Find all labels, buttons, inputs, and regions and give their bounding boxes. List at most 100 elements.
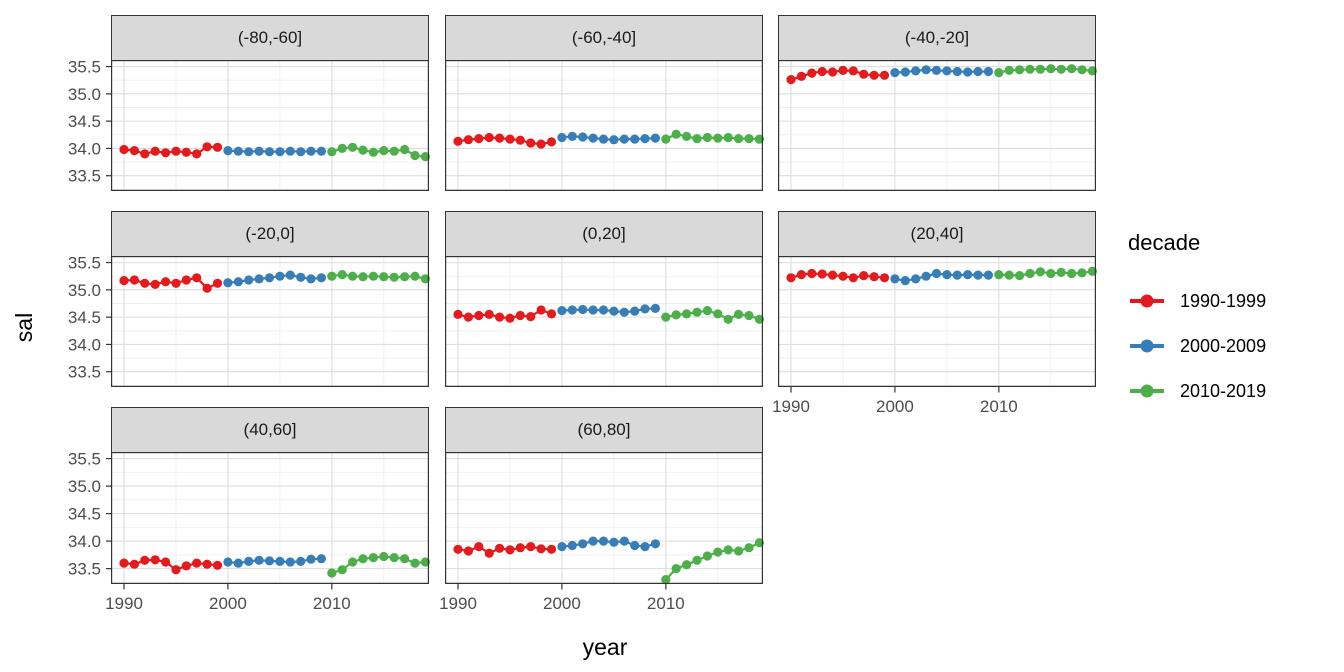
data-point bbox=[1004, 65, 1014, 75]
panel-border bbox=[445, 452, 763, 585]
data-point bbox=[192, 558, 202, 568]
data-point bbox=[723, 545, 733, 555]
series-line bbox=[665, 133, 760, 141]
series-2010-2019 bbox=[661, 306, 764, 324]
facet-strip-label: (-60,-40] bbox=[571, 28, 637, 47]
data-point bbox=[723, 314, 733, 324]
x-tick-label: 2010 bbox=[980, 397, 1018, 416]
data-point bbox=[859, 69, 869, 79]
data-point bbox=[650, 133, 660, 143]
facet-strip-label: (20,40] bbox=[910, 224, 964, 243]
data-point bbox=[931, 65, 942, 75]
legend-entry: 2010-2019 bbox=[1128, 378, 1266, 404]
data-point bbox=[316, 146, 326, 156]
data-point bbox=[233, 277, 243, 287]
x-tick-label: 2000 bbox=[543, 594, 581, 613]
data-point bbox=[963, 67, 973, 77]
series-1990-1999 bbox=[453, 132, 557, 149]
data-point bbox=[348, 271, 358, 281]
data-point bbox=[192, 149, 202, 159]
series-2010-2019 bbox=[994, 64, 1097, 78]
series-line bbox=[331, 555, 426, 575]
data-point bbox=[983, 66, 993, 77]
y-tick-label: 34.0 bbox=[68, 139, 101, 158]
facet-panel bbox=[445, 60, 764, 192]
panel-background bbox=[778, 60, 1096, 191]
data-point bbox=[400, 144, 410, 155]
y-tick-label: 34.0 bbox=[68, 335, 101, 354]
series-line bbox=[561, 307, 656, 314]
y-tick-label: 35.5 bbox=[68, 254, 101, 273]
data-point bbox=[223, 278, 233, 288]
data-point bbox=[567, 305, 577, 315]
panel-border bbox=[111, 256, 429, 388]
data-point bbox=[859, 271, 869, 281]
data-point bbox=[702, 306, 712, 316]
series-1990-1999 bbox=[119, 142, 223, 159]
series-2000-2009 bbox=[557, 536, 660, 552]
data-point bbox=[296, 272, 306, 282]
data-point bbox=[630, 134, 640, 144]
data-point bbox=[129, 275, 139, 285]
data-point bbox=[453, 136, 463, 146]
data-point bbox=[495, 133, 505, 143]
data-point bbox=[796, 71, 806, 81]
y-tick-label: 33.5 bbox=[68, 560, 101, 579]
data-point bbox=[828, 270, 838, 280]
data-point bbox=[567, 540, 577, 551]
data-point bbox=[337, 565, 347, 575]
data-point bbox=[942, 270, 952, 280]
data-point bbox=[838, 271, 848, 281]
data-point bbox=[702, 551, 712, 561]
data-point bbox=[1046, 64, 1056, 74]
facet-strip: (60,80] bbox=[445, 407, 763, 453]
data-point bbox=[1087, 66, 1097, 76]
series-line bbox=[998, 270, 1093, 277]
data-point bbox=[682, 309, 692, 319]
data-point bbox=[650, 303, 660, 313]
data-point bbox=[588, 536, 598, 546]
data-point bbox=[1025, 268, 1035, 279]
facet-panel bbox=[445, 256, 764, 388]
data-point bbox=[1077, 65, 1087, 75]
data-point bbox=[244, 275, 254, 285]
data-point bbox=[379, 146, 389, 156]
data-point bbox=[734, 546, 744, 556]
data-point bbox=[316, 273, 326, 283]
data-point bbox=[619, 536, 629, 546]
data-point bbox=[1056, 267, 1066, 277]
panel-background bbox=[111, 60, 429, 191]
data-point bbox=[474, 542, 484, 552]
data-point bbox=[389, 553, 399, 563]
y-tick-label: 34.5 bbox=[68, 308, 101, 327]
series-2000-2009 bbox=[557, 303, 660, 317]
data-point bbox=[161, 148, 171, 158]
data-point bbox=[233, 558, 243, 568]
data-point bbox=[254, 274, 264, 284]
legend: decade 1990-1999 2000-2009 2010-2019 bbox=[1128, 230, 1266, 404]
series-line bbox=[665, 541, 760, 581]
legend-title: decade bbox=[1128, 230, 1201, 255]
y-tick-label: 35.5 bbox=[68, 450, 101, 469]
data-point bbox=[306, 146, 316, 156]
data-point bbox=[327, 147, 337, 157]
facet-strip: (-40,-20] bbox=[778, 15, 1096, 61]
data-point bbox=[410, 271, 420, 281]
data-point bbox=[952, 66, 962, 77]
data-point bbox=[1087, 266, 1097, 276]
data-point bbox=[671, 129, 681, 139]
legend-key-icon bbox=[1130, 384, 1164, 398]
data-point bbox=[275, 271, 285, 281]
data-point bbox=[285, 270, 295, 280]
data-point bbox=[609, 306, 619, 316]
data-point bbox=[400, 554, 410, 564]
data-point bbox=[817, 269, 827, 279]
data-point bbox=[171, 146, 181, 156]
data-point bbox=[692, 555, 702, 565]
data-point bbox=[358, 272, 368, 282]
panel-background bbox=[445, 452, 763, 584]
data-point bbox=[848, 66, 858, 76]
data-point bbox=[546, 544, 557, 554]
data-point bbox=[410, 150, 420, 161]
